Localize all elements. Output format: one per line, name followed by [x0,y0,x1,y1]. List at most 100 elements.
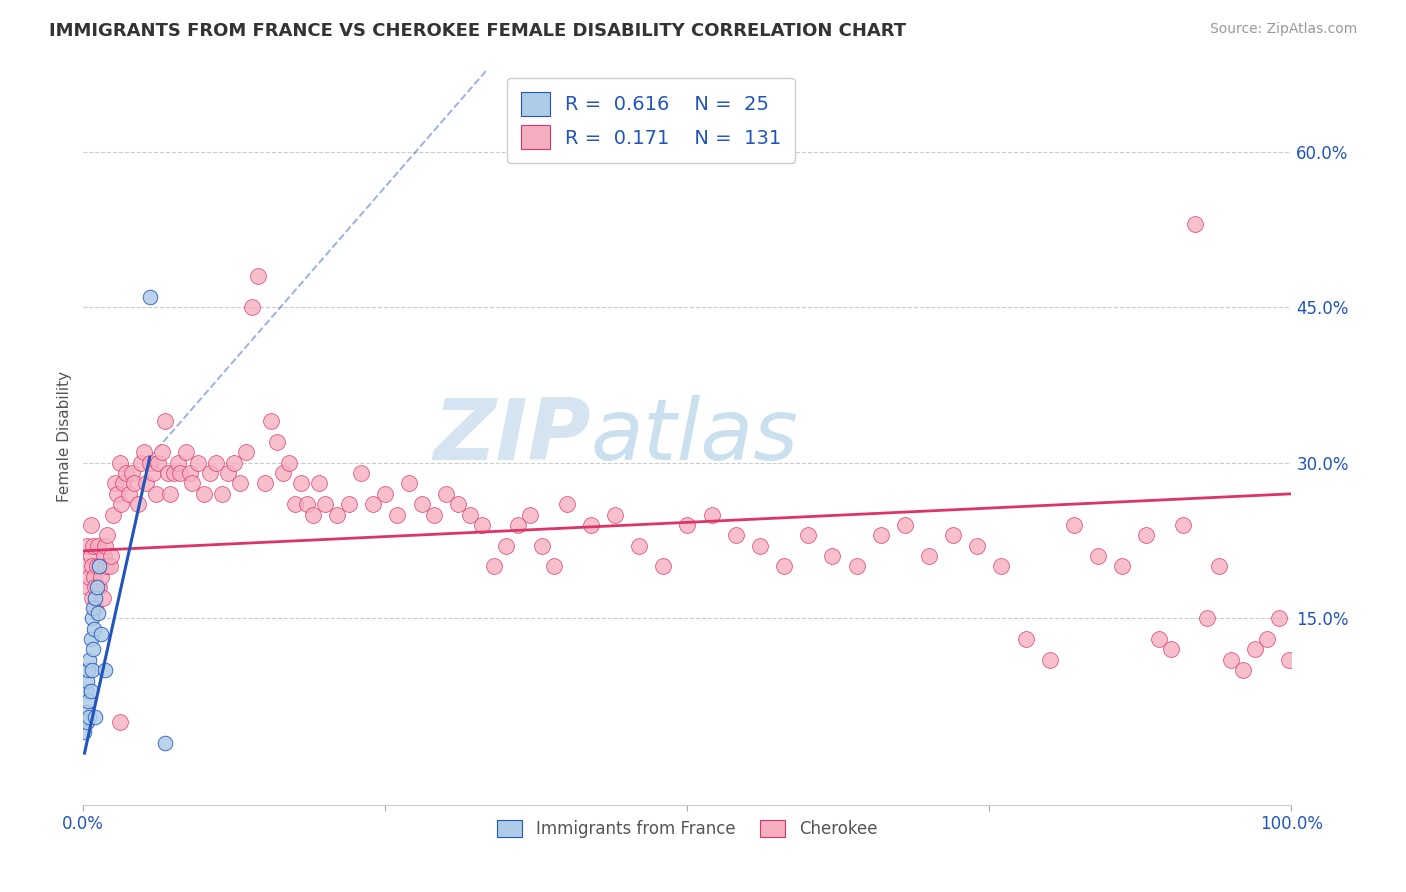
Point [990,559,1012,574]
Point [80,611,103,625]
Point [145,487,167,501]
Point [132,445,155,459]
Text: Source: ZipAtlas.com: Source: ZipAtlas.com [1209,22,1357,37]
Point [217,466,239,480]
Point [266,434,288,449]
Point [519,508,541,522]
Point [79,653,101,667]
Point [179,466,201,480]
Point [508,517,530,532]
Point [87,580,110,594]
Point [387,508,409,522]
Point [1195,611,1218,625]
Point [75,705,97,719]
Point [90,570,112,584]
Point [94,663,117,677]
Point [471,517,494,532]
Point [96,528,118,542]
Point [235,445,257,459]
Point [398,476,420,491]
Point [110,497,132,511]
Point [1232,663,1254,677]
Point [76,714,98,729]
Point [1160,642,1182,657]
Point [1111,559,1133,574]
Point [543,559,565,574]
Point [748,539,770,553]
Point [155,414,177,428]
Point [1147,632,1170,646]
Point [105,487,128,501]
Point [79,549,101,563]
Point [100,549,122,563]
Point [1087,549,1109,563]
Point [142,466,165,480]
Point [79,684,101,698]
Point [174,445,197,459]
Point [166,456,188,470]
Point [271,466,294,480]
Point [229,476,252,491]
Point [259,414,281,428]
Point [82,601,104,615]
Point [84,601,107,615]
Point [374,487,396,501]
Text: atlas: atlas [591,395,799,478]
Point [148,456,170,470]
Point [98,559,121,574]
Point [253,476,276,491]
Point [193,487,215,501]
Point [169,466,191,480]
Point [894,517,917,532]
Point [122,476,145,491]
Point [77,580,100,594]
Point [135,476,157,491]
Point [284,497,307,511]
Point [434,487,457,501]
Point [495,539,517,553]
Point [447,497,470,511]
Point [224,456,246,470]
Point [966,539,988,553]
Point [129,456,152,470]
Point [79,710,101,724]
Point [1244,642,1267,657]
Point [89,559,111,574]
Point [302,508,325,522]
Point [1039,653,1062,667]
Text: IMMIGRANTS FROM FRANCE VS CHEROKEE FEMALE DISABILITY CORRELATION CHART: IMMIGRANTS FROM FRANCE VS CHEROKEE FEMAL… [49,22,907,40]
Point [652,559,675,574]
Text: ZIP: ZIP [433,395,591,478]
Point [845,559,868,574]
Point [96,559,118,574]
Point [121,466,143,480]
Point [628,539,651,553]
Point [108,456,131,470]
Point [1171,517,1194,532]
Point [411,497,433,511]
Point [797,528,820,542]
Point [942,528,965,542]
Point [94,539,117,553]
Point [1208,559,1230,574]
Point [247,268,270,283]
Point [118,487,141,501]
Point [139,290,162,304]
Point [83,622,105,636]
Point [87,559,110,574]
Point [458,508,481,522]
Point [76,539,98,553]
Point [75,559,97,574]
Point [1014,632,1036,646]
Point [79,570,101,584]
Point [76,673,98,688]
Y-axis label: Female Disability: Female Disability [58,371,72,502]
Point [139,456,162,470]
Point [87,539,110,553]
Point [84,591,107,605]
Point [86,559,108,574]
Point [150,445,173,459]
Point [91,591,114,605]
Point [290,476,312,491]
Point [77,663,100,677]
